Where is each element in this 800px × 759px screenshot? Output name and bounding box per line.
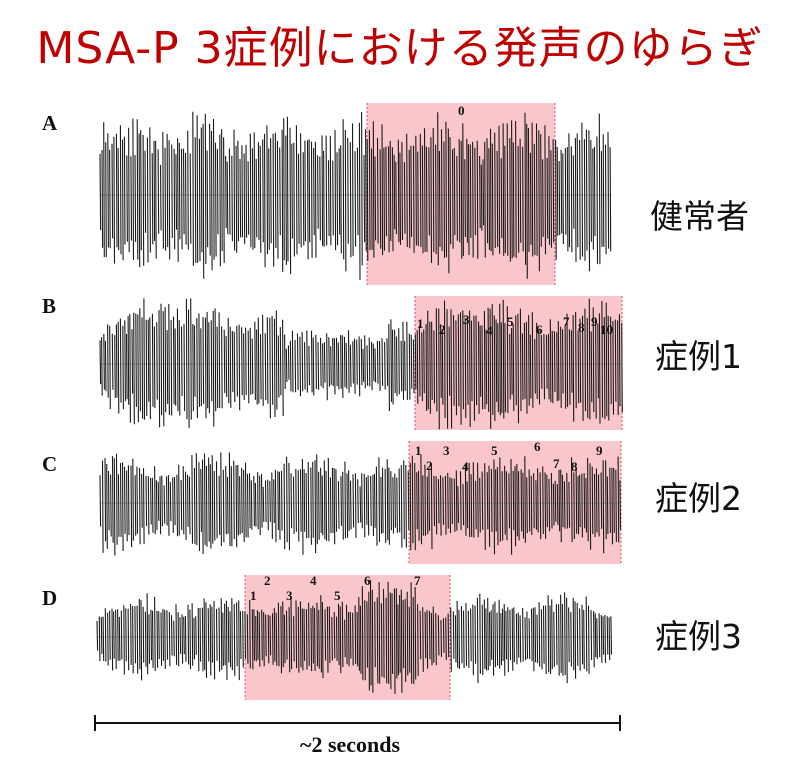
panel-letter-d: D — [42, 586, 57, 610]
segment-label: 9 — [596, 443, 603, 458]
segment-label: 8 — [578, 320, 585, 335]
segment-label: 1 — [415, 443, 422, 458]
segment-label: 2 — [264, 573, 271, 588]
segment-label: 8 — [571, 459, 578, 474]
panel-letter-a: A — [42, 111, 58, 135]
page-title: MSA-P 3症例における発声のゆらぎ — [36, 23, 764, 74]
segment-label: 4 — [486, 323, 493, 338]
segment-label: 7 — [553, 456, 560, 471]
highlight-region-d — [245, 575, 450, 700]
segment-label: 7 — [414, 573, 421, 588]
waveform-a — [99, 111, 612, 280]
panel-c: C 症例2 1 2 3 4 5 6 7 8 9 — [42, 439, 742, 564]
panel-b: B 症例1 1 2 3 4 5 6 7 8 9 10 — [42, 294, 742, 430]
segment-label: 0 — [458, 103, 465, 118]
case-label-c: 症例2 — [655, 479, 742, 518]
segment-label: 5 — [491, 443, 498, 458]
scale-bar: ~2 seconds — [94, 715, 621, 757]
waveform-trace — [99, 111, 612, 280]
segment-label: 2 — [439, 322, 446, 337]
segment-label: 4 — [462, 459, 469, 474]
segment-label: 5 — [507, 314, 514, 329]
panel-letter-c: C — [42, 452, 57, 476]
waveform-trace — [99, 452, 622, 556]
case-label-a: 健常者 — [650, 197, 749, 236]
segment-label: 3 — [463, 312, 470, 327]
segment-label: 5 — [334, 588, 341, 603]
waveform-c — [99, 452, 622, 556]
waveform-trace — [99, 298, 623, 430]
case-label-d: 症例3 — [655, 617, 742, 656]
panel-a: A 健常者 0 — [42, 103, 749, 285]
segment-label: 9 — [591, 314, 598, 329]
panel-letter-b: B — [42, 294, 56, 318]
waveform-d — [96, 579, 613, 694]
segment-label: 1 — [250, 588, 257, 603]
waveform-trace — [96, 579, 613, 694]
segment-label: 6 — [364, 573, 371, 588]
segment-label: 1 — [417, 316, 424, 331]
waveform-b — [99, 298, 623, 430]
segment-label: 2 — [426, 458, 433, 473]
segment-label: 7 — [563, 314, 570, 329]
case-label-b: 症例1 — [655, 337, 742, 376]
segment-label: 6 — [534, 439, 541, 454]
segment-label: 10 — [600, 322, 613, 337]
panel-d: D 症例3 1 2 3 4 5 6 7 — [42, 573, 742, 700]
segment-label: 6 — [536, 322, 543, 337]
segment-label: 3 — [443, 443, 450, 458]
scale-label: ~2 seconds — [300, 732, 401, 757]
segment-label: 3 — [286, 588, 293, 603]
segment-label: 4 — [310, 573, 317, 588]
